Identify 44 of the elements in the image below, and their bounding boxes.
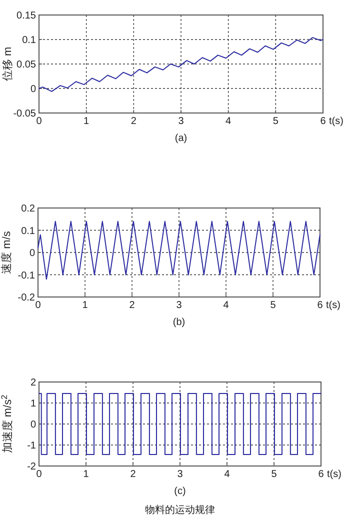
x-tick-label: 3 xyxy=(176,300,182,311)
x-tick-label: 3 xyxy=(178,116,184,127)
y-tick-label: 1 xyxy=(30,398,36,410)
x-axis-title: t(s) xyxy=(329,116,344,127)
y-tick-label: 0.05 xyxy=(16,60,36,70)
text: 物料的运动规律 xyxy=(145,504,215,516)
y-tick-label: 2 xyxy=(30,378,36,388)
x-tick-label: 2 xyxy=(130,469,136,480)
text: (a) xyxy=(174,133,188,144)
line-series xyxy=(38,220,320,280)
x-tick-label: 1 xyxy=(83,469,90,480)
x-tick-label: 4 xyxy=(226,116,232,127)
x-tick-label: 5 xyxy=(271,469,278,480)
x-tick-label: 6 xyxy=(318,469,324,480)
y-tick-label: 0 xyxy=(29,248,36,259)
line-series xyxy=(38,37,324,92)
text: (b) xyxy=(172,317,186,328)
x-axis-title: t(s) xyxy=(327,469,342,480)
x-tick-label: 4 xyxy=(224,469,230,480)
x-tick-label: 6 xyxy=(320,116,326,127)
y-tick-label: 0.2 xyxy=(21,204,36,214)
y-tick-label: 0.1 xyxy=(21,226,36,237)
x-tick-label: 2 xyxy=(130,116,137,127)
y-axis-title: 速度 m/s xyxy=(0,230,13,274)
x-tick-label: 3 xyxy=(177,469,184,480)
y-tick-label: -2 xyxy=(27,462,36,472)
y-tick-label: -0.2 xyxy=(18,292,36,304)
y-axis-title: 位移 m xyxy=(2,46,14,82)
y-tick-label: -1 xyxy=(27,440,36,452)
x-axis-title: t(s) xyxy=(326,300,340,311)
x-tick-label: 4 xyxy=(223,300,230,311)
y-tick-label: -0.05 xyxy=(13,108,36,120)
x-tick-label: 2 xyxy=(129,300,136,311)
y-tick-label: 0.15 xyxy=(16,10,36,22)
x-tick-label: 5 xyxy=(270,300,276,311)
y-tick-label: 0 xyxy=(30,420,36,430)
x-tick-label: 1 xyxy=(84,116,90,127)
y-tick-label: 0.1 xyxy=(22,35,36,46)
x-tick-label: 6 xyxy=(317,300,324,311)
x-tick-label: 1 xyxy=(82,300,88,311)
x-tick-label: 5 xyxy=(272,116,279,127)
y-tick-label: 0 xyxy=(30,84,36,95)
text: (c) xyxy=(174,486,186,497)
y-tick-label: -0.1 xyxy=(18,270,36,282)
